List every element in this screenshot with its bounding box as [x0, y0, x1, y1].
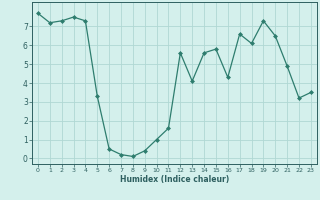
- X-axis label: Humidex (Indice chaleur): Humidex (Indice chaleur): [120, 175, 229, 184]
